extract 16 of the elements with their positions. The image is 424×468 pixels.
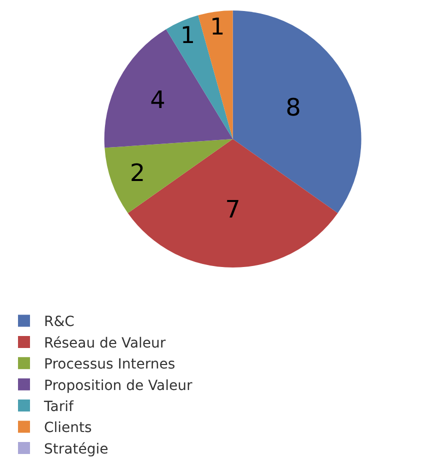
data-label: 2 xyxy=(130,158,146,187)
data-label: 8 xyxy=(286,94,301,122)
pie-slice xyxy=(198,10,233,140)
legend-label: Tarif xyxy=(43,399,74,416)
legend-label: Proposition de Valeur xyxy=(44,378,193,394)
data-label: 1 xyxy=(210,14,225,41)
pie-slice xyxy=(128,139,338,268)
legend-label: Stratégie xyxy=(44,441,108,458)
legend-label: Clients xyxy=(44,420,92,436)
data-label: 1 xyxy=(180,22,196,50)
pie-slice xyxy=(166,15,233,140)
data-label: 4 xyxy=(150,86,166,114)
legend-label: Processus Internes xyxy=(44,356,176,373)
data-label: 7 xyxy=(225,196,240,224)
legend-label: Réseau de Valeur xyxy=(44,335,166,352)
legend-label: R&C xyxy=(44,314,75,330)
